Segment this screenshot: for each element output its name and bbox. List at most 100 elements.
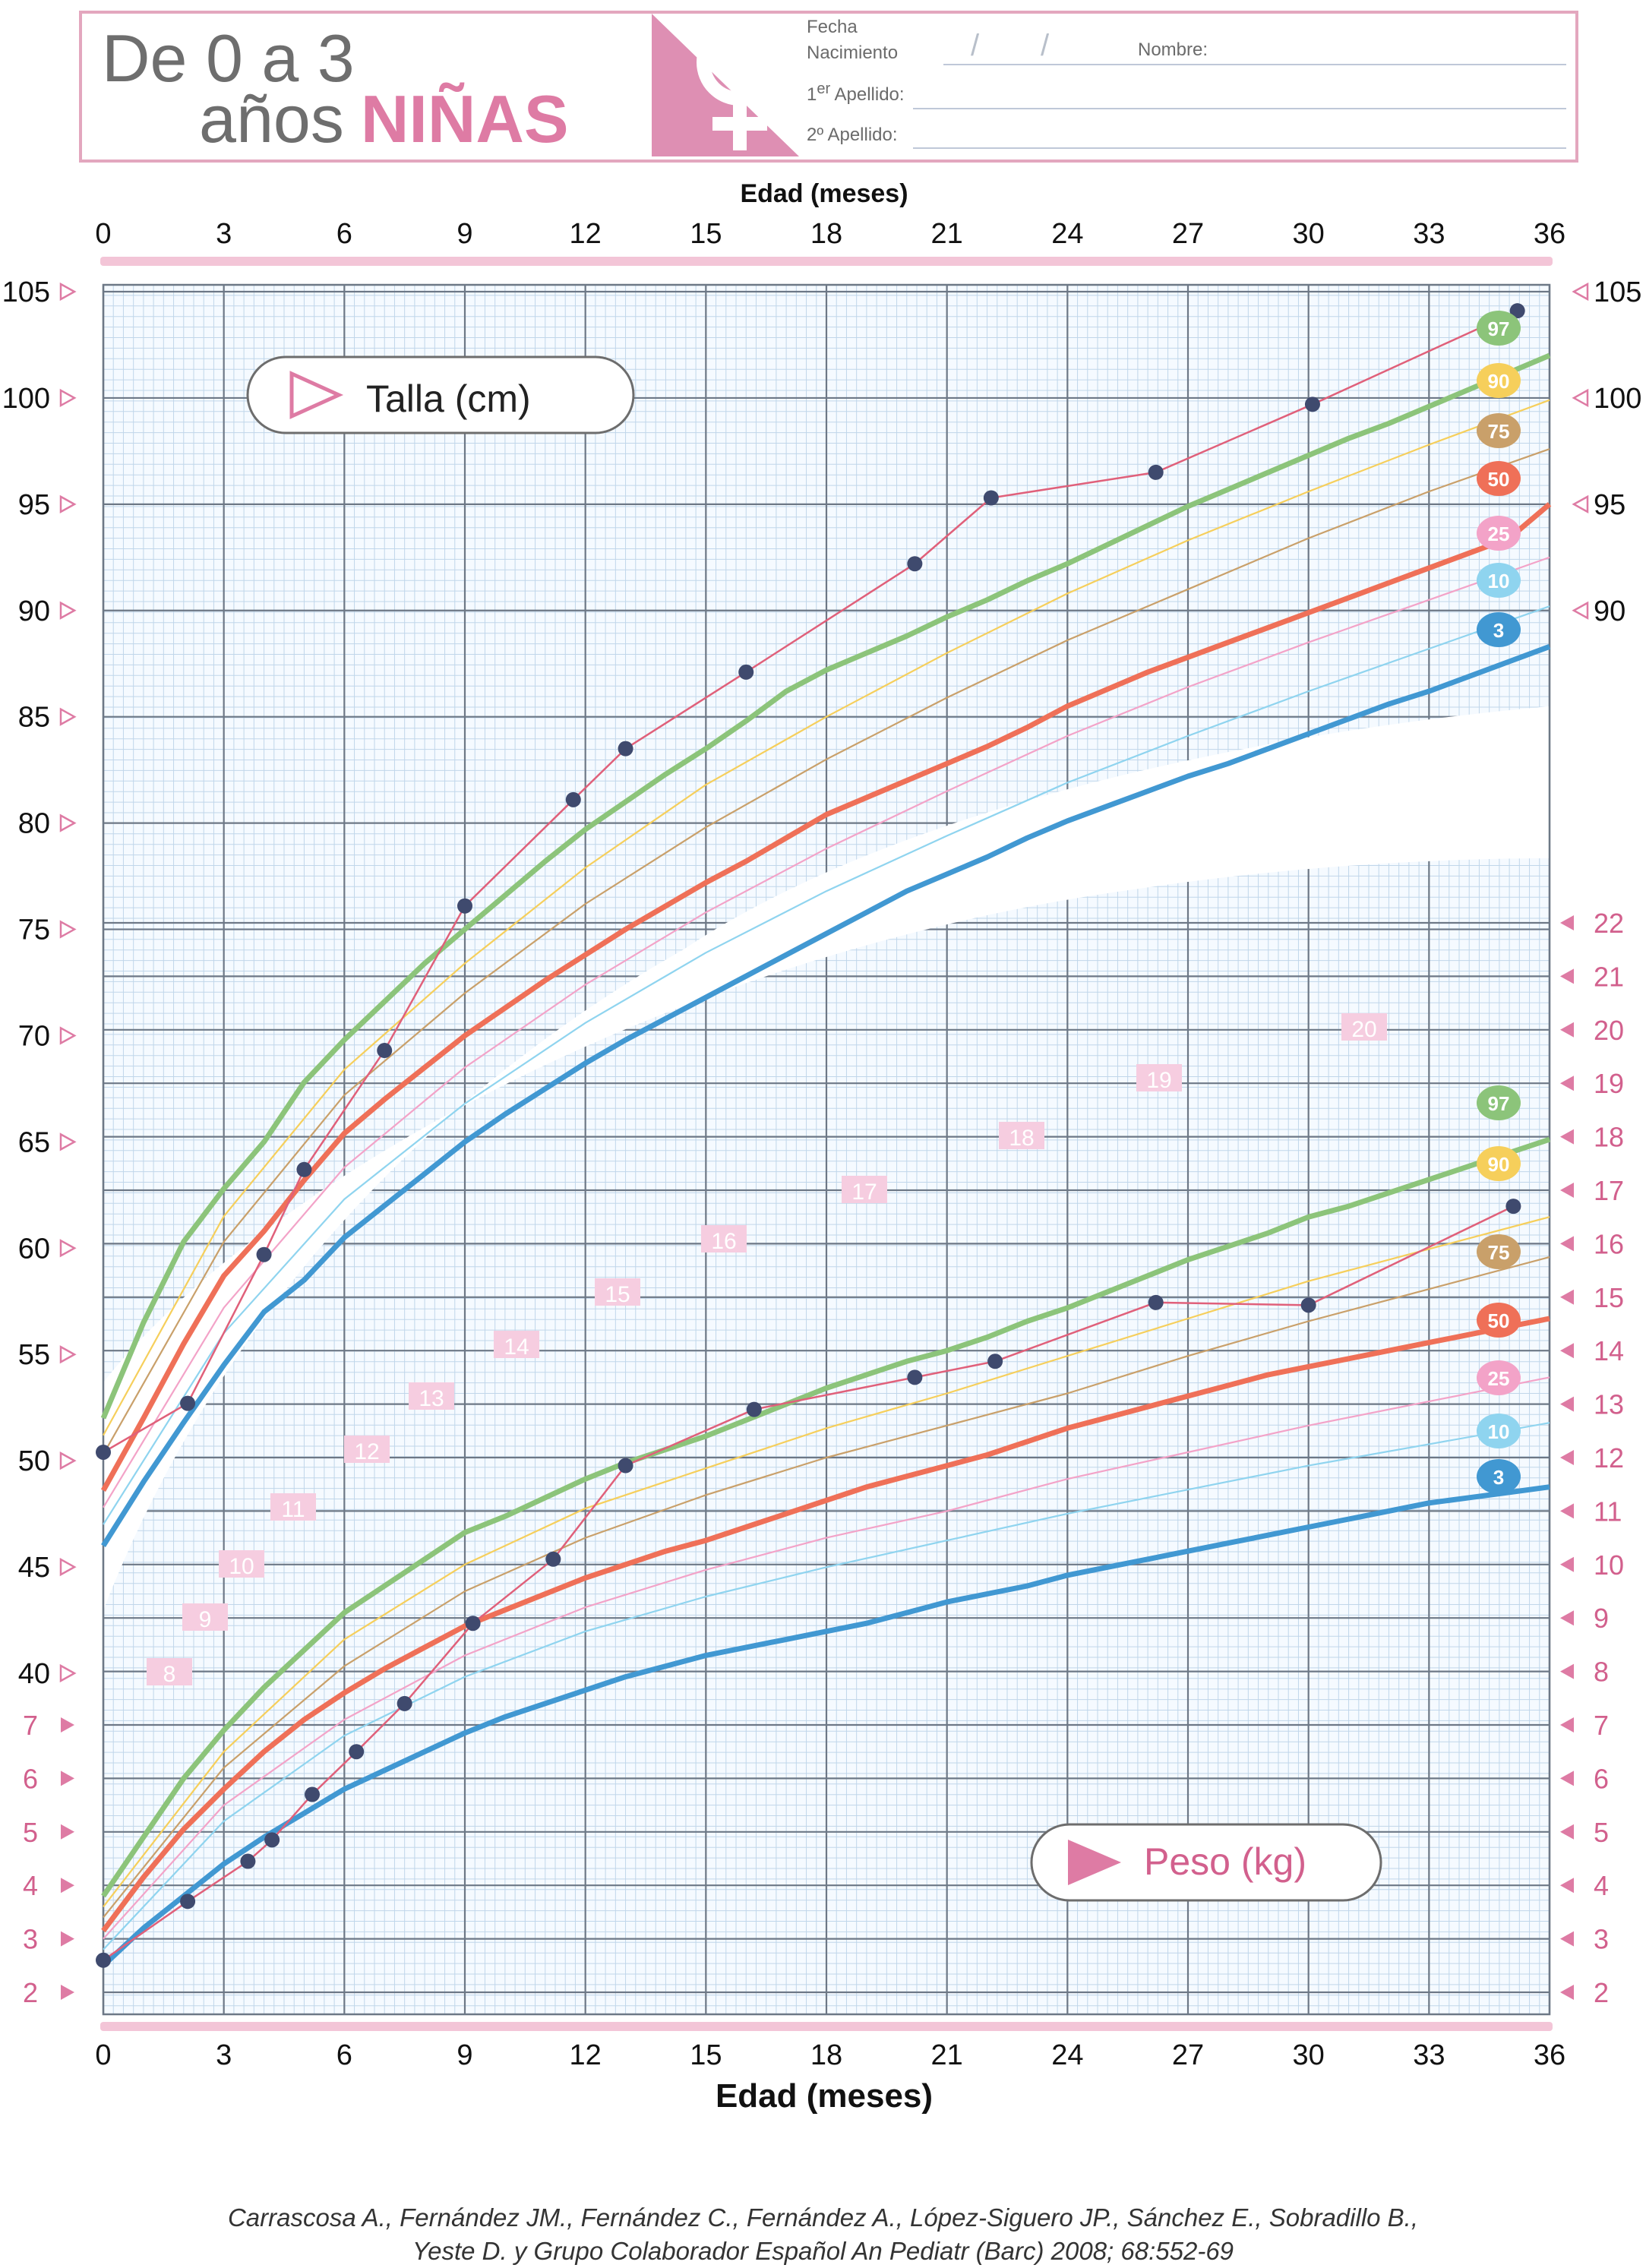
weight-tick-marker-right — [1560, 1076, 1574, 1091]
x-tick-label-top: 9 — [457, 218, 472, 250]
female-symbol-icon — [652, 14, 799, 156]
weight-inner-label-bg — [344, 1436, 390, 1463]
height-tick-label: 100 — [2, 383, 50, 415]
surname1-superscript: er — [817, 81, 831, 97]
height-tick-marker-right — [1572, 494, 1589, 513]
surname1-label: 1er Apellido: — [807, 81, 905, 106]
height-tick-label: 45 — [18, 1552, 50, 1584]
weight-tick-label-right: 21 — [1594, 961, 1624, 992]
height-tick-marker — [59, 1132, 77, 1151]
weight-patient-point — [1300, 1297, 1316, 1313]
height-tick-label: 55 — [18, 1339, 50, 1371]
x-tick-label-top: 15 — [690, 218, 722, 250]
x-tick-label: 0 — [95, 2039, 111, 2071]
height-tick-label: 70 — [18, 1020, 50, 1052]
x-axis-title: Edad (meses) — [716, 2077, 933, 2115]
surname2-line[interactable] — [913, 147, 1566, 149]
weight-inner-label: 18 — [1009, 1126, 1034, 1151]
height-percentile-badge-10 — [1477, 563, 1521, 598]
x-tick-label: 6 — [336, 2039, 352, 2071]
height-triangle-icon — [289, 371, 344, 419]
height-percentile-badge-97 — [1477, 311, 1521, 346]
height-tick-marker-right — [1572, 388, 1589, 408]
x-tick-label-top: 21 — [931, 218, 963, 250]
x-tick-label-top: 24 — [1051, 218, 1083, 250]
height-patient-point — [377, 1043, 393, 1059]
title-age-range: De 0 a 3 — [102, 21, 355, 96]
height-tick-marker — [59, 1557, 77, 1577]
weight-percentile-badge-label: 50 — [1488, 1309, 1510, 1332]
weight-percentile-badge-90 — [1477, 1146, 1521, 1181]
height-tick-label-right: 90 — [1594, 595, 1625, 627]
weight-tick-label-right: 20 — [1594, 1015, 1624, 1046]
height-tick-label: 80 — [18, 808, 50, 840]
x-tick-label: 3 — [216, 2039, 232, 2071]
weight-tick-label: 5 — [23, 1817, 38, 1848]
height-tick-marker — [59, 494, 77, 513]
weight-tick-marker-right — [1560, 1556, 1574, 1572]
height-tick-label: 50 — [18, 1445, 50, 1477]
height-patient-point — [1148, 464, 1164, 480]
height-percentile-50-line — [100, 502, 1552, 1493]
weight-tick-label-right: 8 — [1594, 1657, 1609, 1688]
weight-tick-marker — [61, 1878, 74, 1894]
weight-patient-point — [465, 1616, 481, 1632]
height-tick-label: 105 — [2, 276, 50, 308]
weight-tick-marker-right — [1560, 968, 1574, 984]
weight-tick-marker-right — [1560, 1183, 1574, 1198]
weight-tick-marker-right — [1560, 1289, 1574, 1305]
height-tick-marker — [59, 920, 77, 939]
height-tick-label-right: 100 — [1594, 383, 1641, 415]
x-tick-label-top: 6 — [336, 218, 352, 250]
weight-tick-label-right: 18 — [1594, 1122, 1624, 1153]
weight-inner-label-bg — [270, 1493, 316, 1521]
weight-tick-label: 2 — [23, 1977, 38, 2008]
weight-tick-marker-right — [1560, 1610, 1574, 1626]
weight-tick-label-right: 7 — [1594, 1710, 1609, 1741]
weight-inner-label-bg — [595, 1278, 640, 1306]
weight-inner-label-bg — [1136, 1064, 1182, 1091]
bottom-axis-band — [100, 2022, 1553, 2031]
weight-tick-label-right: 9 — [1594, 1603, 1609, 1634]
height-percentile-75-line — [103, 448, 1550, 1455]
height-tick-label: 95 — [18, 489, 50, 521]
x-tick-label: 21 — [931, 2039, 963, 2071]
weight-tick-marker-right — [1560, 915, 1574, 930]
weight-percentile-badge-label: 10 — [1488, 1420, 1510, 1443]
x-tick-label-top: 12 — [570, 218, 602, 250]
surname1-text: Apellido: — [834, 84, 905, 105]
weight-tick-marker-right — [1560, 1878, 1574, 1894]
x-tick-label-top: 18 — [810, 218, 842, 250]
weight-patient-point — [907, 1369, 923, 1385]
x-tick-label-top: 33 — [1413, 218, 1445, 250]
height-percentile-badge-90 — [1477, 363, 1521, 398]
weight-percentile-badge-label: 3 — [1493, 1466, 1504, 1489]
growth-chart: Edad (meses)Edad (meses)0033669912121515… — [2, 179, 1642, 2115]
weight-tick-label: 6 — [23, 1763, 38, 1794]
panel-separator — [103, 706, 1550, 1610]
weight-patient-point — [1148, 1294, 1164, 1310]
height-patient-point — [96, 1444, 111, 1460]
citation: Carrascosa A., Fernández JM., Fernández … — [0, 2201, 1646, 2268]
weight-inner-label: 10 — [229, 1554, 254, 1579]
height-patient-point — [907, 556, 923, 572]
surname2-label: 2º Apellido: — [807, 125, 898, 145]
height-tick-label: 60 — [18, 1233, 50, 1265]
weight-patient-point — [305, 1786, 321, 1802]
height-percentile-badge-label: 75 — [1488, 420, 1510, 443]
weight-tick-label-right: 10 — [1594, 1549, 1624, 1581]
weight-patient-point — [746, 1401, 762, 1417]
surname1-line[interactable] — [913, 108, 1566, 109]
weight-inner-label: 13 — [419, 1386, 444, 1411]
height-percentile-badge-75 — [1477, 413, 1521, 448]
weight-tick-label: 4 — [23, 1870, 38, 1901]
height-patient-point — [738, 664, 754, 680]
weight-inner-label: 16 — [711, 1229, 736, 1254]
height-patient-line — [103, 310, 1518, 1454]
weight-tick-marker-right — [1560, 1663, 1574, 1679]
weight-inner-label: 12 — [354, 1439, 379, 1464]
date-separator: / — [1041, 29, 1050, 62]
x-tick-label-top: 27 — [1172, 218, 1204, 250]
birth-date-line[interactable] — [943, 64, 1566, 65]
x-tick-label: 12 — [570, 2039, 602, 2071]
